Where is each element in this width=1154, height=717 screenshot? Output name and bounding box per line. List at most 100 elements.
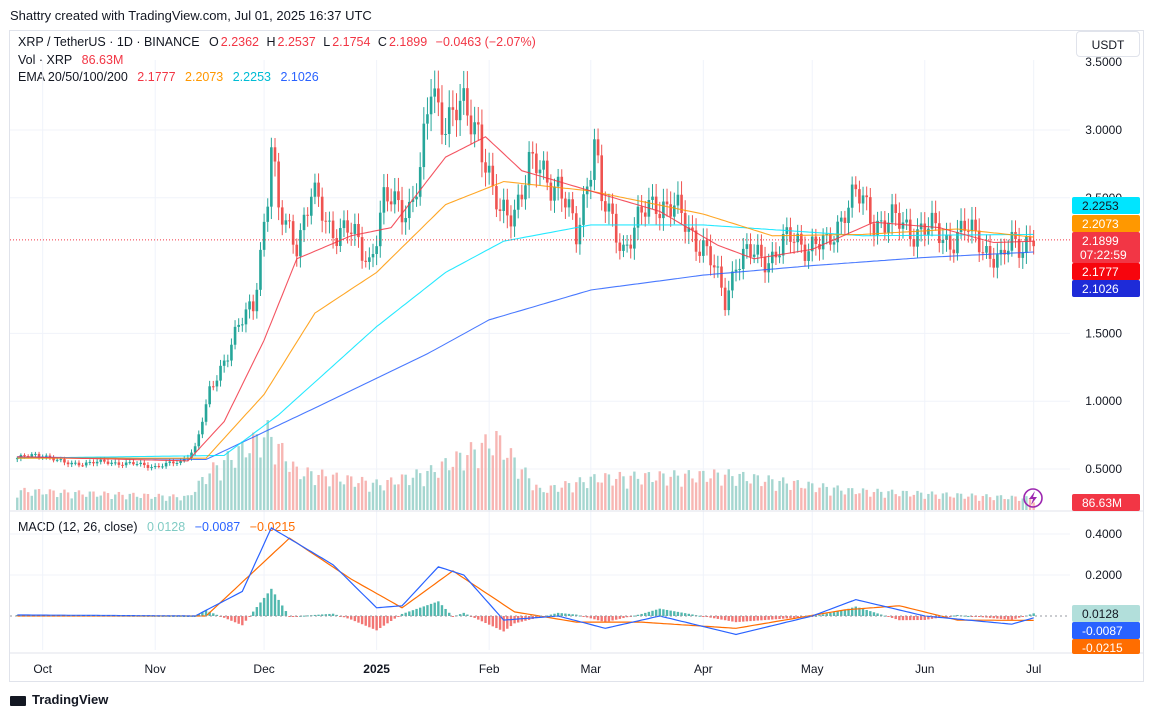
macd-histogram-bar xyxy=(448,612,451,616)
candle xyxy=(582,194,585,225)
ema-legend[interactable]: EMA 20/50/100/200 2.1777 2.2073 2.2253 2… xyxy=(18,70,321,84)
candle xyxy=(371,253,375,258)
candle xyxy=(593,139,596,180)
lightning-icon[interactable] xyxy=(1023,488,1043,508)
volume-bar xyxy=(411,477,415,510)
chart-frame xyxy=(9,30,1144,682)
volume-bar xyxy=(85,496,88,510)
macd-histogram-bar xyxy=(408,611,411,616)
volume-bar xyxy=(781,477,785,510)
candle xyxy=(836,221,839,243)
macd-histogram-bar xyxy=(843,609,847,616)
volume-bar xyxy=(832,487,836,510)
candle xyxy=(858,189,861,204)
candle xyxy=(291,221,295,245)
volume-bar xyxy=(687,470,691,510)
tradingview-logo[interactable]: TradingView xyxy=(10,692,108,707)
volume-bar xyxy=(673,470,676,510)
volume-bar xyxy=(244,457,248,510)
candle xyxy=(429,96,433,115)
macd-histogram-bar xyxy=(212,613,215,616)
candle xyxy=(197,434,201,447)
macd-histogram-bar xyxy=(829,612,832,616)
candle xyxy=(135,464,139,466)
macd-histogram-bar xyxy=(916,616,919,621)
macd-histogram-bar xyxy=(509,616,513,627)
volume-bar xyxy=(183,495,186,510)
candle xyxy=(912,239,916,247)
macd-histogram-bar xyxy=(389,616,393,621)
volume-bar xyxy=(302,476,306,510)
time-tick-label: Jul xyxy=(1026,662,1041,676)
candle xyxy=(237,324,240,327)
macd-histogram-bar xyxy=(774,616,778,620)
volume-bar xyxy=(691,478,694,510)
macd-histogram-bar xyxy=(872,612,876,616)
candle xyxy=(683,213,687,232)
volume-legend[interactable]: Vol · XRP 86.63M xyxy=(18,53,125,67)
volume-bar xyxy=(927,493,930,510)
candle xyxy=(618,242,622,251)
volume-bar xyxy=(992,500,995,510)
candle xyxy=(469,115,473,135)
volume-bar xyxy=(629,475,632,510)
macd-histogram-bar xyxy=(640,613,643,616)
volume-badge xyxy=(1072,494,1140,511)
macd-histogram-bar xyxy=(458,614,462,616)
macd-histogram-bar xyxy=(673,611,676,616)
volume-bar xyxy=(1028,497,1032,510)
volume-bar xyxy=(172,494,175,510)
macd-histogram-bar xyxy=(919,616,923,621)
volume-bar xyxy=(836,485,839,510)
volume-bar xyxy=(622,476,625,510)
price-tick-label: 1.0000 xyxy=(1085,394,1122,408)
candle xyxy=(437,88,440,103)
macd-histogram-bar xyxy=(477,616,480,620)
candle xyxy=(832,242,836,245)
candle xyxy=(498,209,502,211)
ema100-badge xyxy=(1072,197,1140,214)
volume-bar xyxy=(644,473,647,510)
candle xyxy=(945,234,948,240)
volume-bar xyxy=(662,473,665,510)
macd-histogram-bar xyxy=(1032,613,1035,616)
candle xyxy=(756,244,760,255)
candle xyxy=(513,209,516,227)
candle xyxy=(302,214,306,231)
volume-bar xyxy=(117,491,121,510)
macd-legend[interactable]: MACD (12, 26, close) 0.0128 −0.0087 −0.0… xyxy=(18,520,297,534)
volume-bar xyxy=(890,489,894,510)
macd-histogram-bar xyxy=(996,616,999,619)
volume-bar xyxy=(941,493,945,510)
candle xyxy=(941,239,945,244)
candle xyxy=(720,266,723,288)
macd-histogram-bar xyxy=(567,613,571,616)
volume-bar xyxy=(945,492,948,510)
currency-button[interactable]: USDT xyxy=(1076,31,1140,57)
volume-bar xyxy=(16,497,19,510)
volume-bar xyxy=(767,475,770,510)
volume-bar xyxy=(883,497,887,510)
volume-bar xyxy=(103,491,106,510)
candle xyxy=(476,122,480,125)
macd-histogram-bar xyxy=(357,616,360,623)
volume-bar xyxy=(400,474,404,510)
macd-histogram-bar xyxy=(967,615,970,617)
macd-histogram-bar xyxy=(484,616,487,623)
volume-bar xyxy=(291,461,295,510)
macd-histogram-bar xyxy=(226,616,229,620)
candle xyxy=(535,153,538,174)
macd-histogram-bar xyxy=(698,615,701,617)
volume-bar xyxy=(669,476,672,510)
volume-bar xyxy=(288,471,291,510)
tradingview-brand: TradingView xyxy=(32,692,109,707)
candle xyxy=(113,462,117,464)
candle xyxy=(331,220,335,239)
candle xyxy=(295,244,299,257)
volume-bar xyxy=(437,477,440,510)
volume-bar xyxy=(771,479,774,510)
volume-bar xyxy=(585,488,589,510)
volume-bar xyxy=(829,495,832,510)
